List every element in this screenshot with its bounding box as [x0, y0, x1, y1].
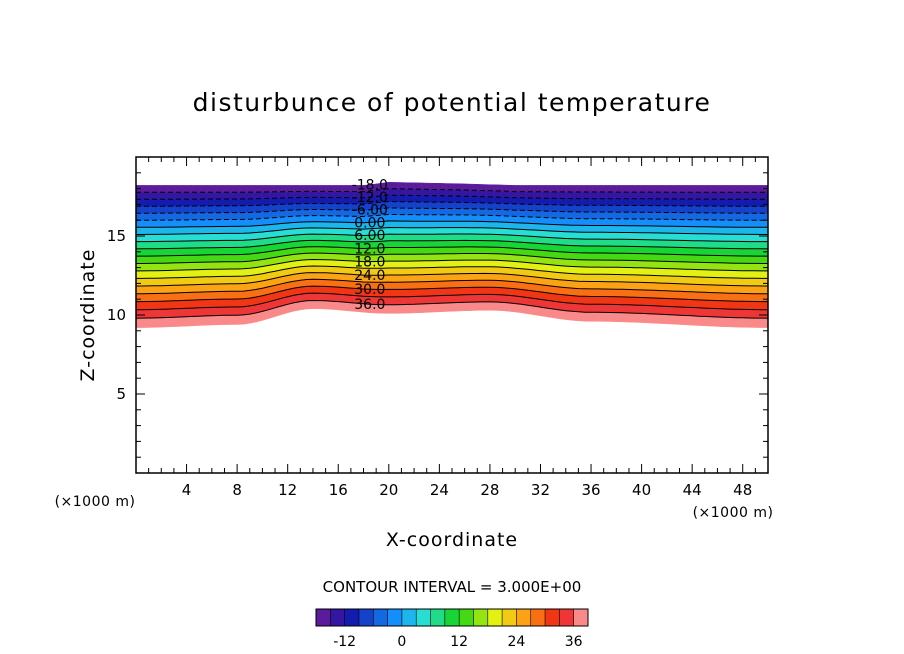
contour-label: 24.0	[354, 268, 385, 284]
colorbar-cell	[516, 609, 532, 626]
colorbar-cell	[545, 609, 560, 626]
colorbar-cell	[416, 609, 431, 626]
contour-label: -12.0	[352, 190, 388, 206]
contour-labels: -18.0-12.0-6.000.006.0012.018.024.030.03…	[352, 178, 388, 314]
contour-line	[136, 292, 768, 311]
contour-line	[136, 213, 768, 221]
contour-interval-label: CONTOUR INTERVAL = 3.000E+00	[323, 578, 582, 596]
colorbar-cell	[430, 609, 446, 626]
contour-line	[136, 220, 768, 228]
colorbar-cell	[316, 609, 331, 626]
contour-line	[135, 299, 769, 319]
colorbar-cell	[344, 609, 360, 626]
contour-label: 6.00	[354, 228, 385, 244]
x-tick-label: 12	[278, 481, 297, 499]
y-tick-label: 15	[107, 227, 126, 245]
x-tick-label: 24	[430, 481, 449, 499]
contour-line	[136, 200, 768, 207]
contour-line	[136, 246, 768, 257]
contour-label: 0.00	[354, 215, 385, 231]
x-tick-label: 40	[632, 481, 651, 499]
x-tick-label: 16	[329, 481, 348, 499]
x-tick-label: 28	[480, 481, 499, 499]
contour-line	[136, 265, 768, 279]
x-tick-label: 48	[733, 481, 752, 499]
x-tick-label: 4	[182, 481, 192, 499]
contour-line	[136, 188, 768, 193]
x-tick-label: 8	[232, 481, 242, 499]
colorbar-cell	[502, 609, 517, 626]
contour-line	[136, 278, 768, 295]
x-tick-label: 36	[581, 481, 600, 499]
chart-title: disturbunce of potential temperature	[193, 88, 712, 117]
colorbar-cell	[358, 609, 374, 626]
contour-label: 12.0	[354, 241, 385, 257]
contour-label: -18.0	[352, 178, 388, 194]
colorbar-cell	[373, 609, 388, 626]
x-tick-label: 44	[683, 481, 702, 499]
colorbar-cell	[330, 609, 345, 626]
x-axis-label: X-coordinate	[386, 529, 518, 551]
colorbar-cell	[444, 609, 460, 626]
colorbar-cell	[459, 609, 474, 626]
colorbar-cell	[573, 609, 589, 626]
contour-label: 30.0	[354, 282, 385, 298]
contour-line	[136, 233, 768, 243]
y-tick-label: 10	[107, 306, 126, 324]
contour-line	[136, 226, 768, 235]
contour-line	[136, 252, 768, 264]
y-axis-label: Z-coordinate	[77, 249, 99, 382]
colorbar-cell	[530, 609, 546, 626]
colorbar-tick-label: 0	[397, 634, 406, 650]
x-unit-right-label: (×1000 m)	[693, 505, 774, 521]
colorbar-cell	[401, 609, 417, 626]
contour-label: 18.0	[354, 255, 385, 271]
colorbar-cell	[559, 609, 574, 626]
contour-line	[136, 285, 768, 303]
colorbar-tick-label: 36	[565, 634, 583, 650]
contour-line	[136, 272, 768, 287]
x-unit-left-label: (×1000 m)	[55, 494, 136, 510]
contour-line	[136, 194, 768, 200]
contour-line	[136, 207, 768, 214]
colorbar-tick-label: -12	[333, 634, 356, 650]
contour-line	[136, 258, 768, 272]
colorbar-cell	[387, 609, 403, 626]
contour-line	[135, 239, 769, 250]
y-tick-label: 5	[116, 385, 126, 403]
colorbar-tick-label: 12	[450, 634, 468, 650]
colorbar-tick-label: 24	[508, 634, 526, 650]
contour-label: 36.0	[354, 297, 385, 313]
colorbar-cell	[487, 609, 503, 626]
colorbar: -12 0 12 24 36	[315, 608, 589, 650]
contour-label: -6.00	[352, 203, 388, 219]
x-tick-label: 32	[531, 481, 550, 499]
contour-lines	[135, 188, 769, 319]
x-tick-label: 20	[379, 481, 398, 499]
colorbar-cell	[473, 609, 489, 626]
colorbar-frame	[315, 608, 589, 627]
